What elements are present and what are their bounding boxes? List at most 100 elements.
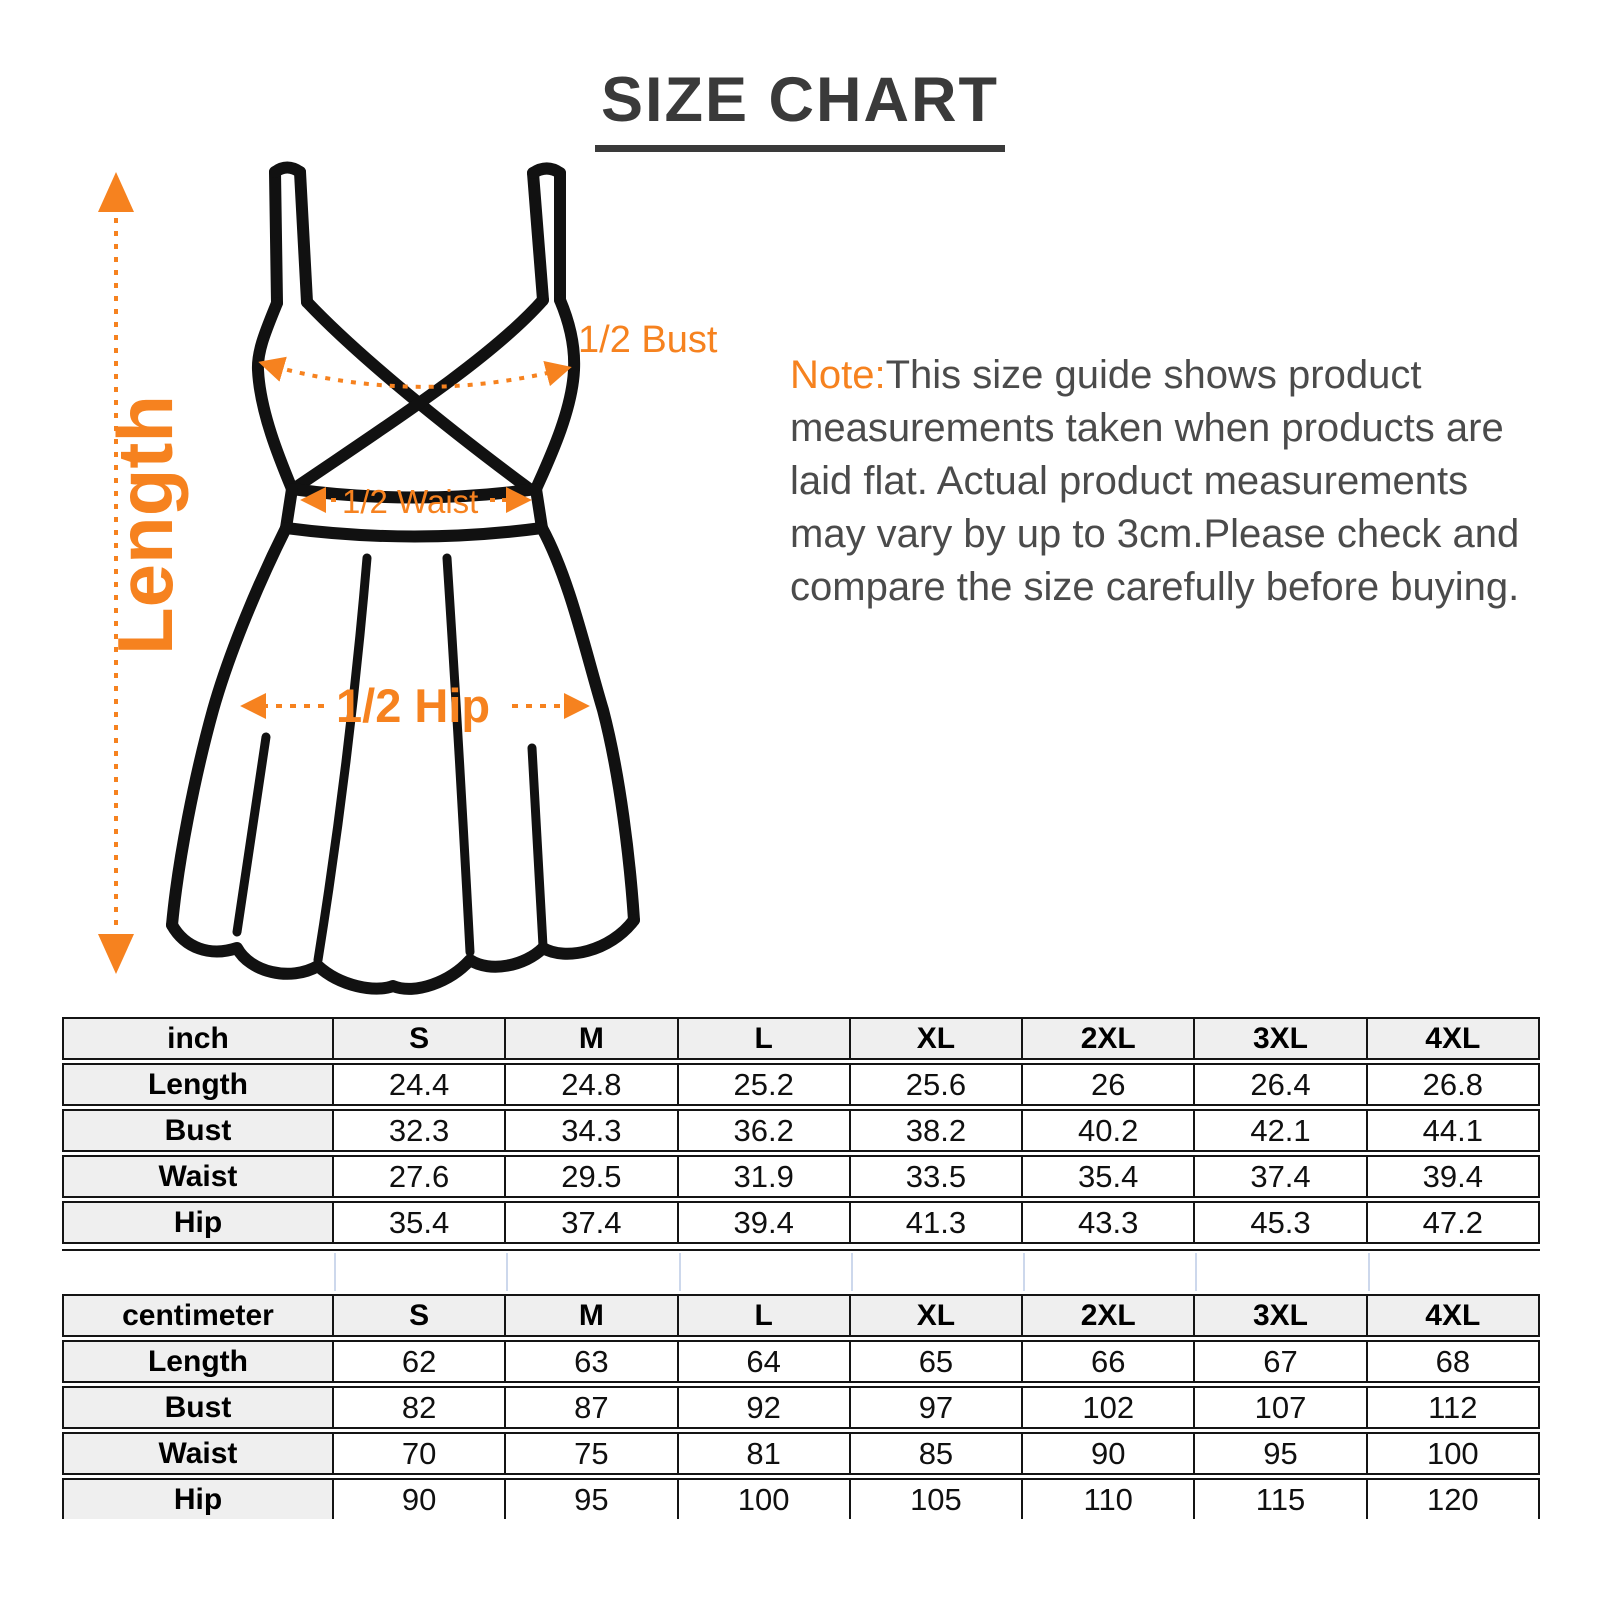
table-cell: 107 — [1195, 1386, 1368, 1429]
table-cell: 47.2 — [1367, 1201, 1540, 1244]
table-cell: 85 — [850, 1432, 1024, 1475]
table-header-row: inch S M L XL 2XL 3XL 4XL — [62, 1017, 1540, 1060]
table-cell: 110 — [1023, 1478, 1196, 1519]
table-cell: 95 — [1195, 1432, 1368, 1475]
table-cell: 27.6 — [333, 1155, 507, 1198]
row-label: Length — [62, 1340, 334, 1383]
length-arrowhead-bottom — [98, 934, 134, 974]
table-cell: 67 — [1195, 1340, 1368, 1383]
table-row: Waist 70 75 81 85 90 95 100 — [62, 1432, 1540, 1475]
table-cell: 40.2 — [1023, 1109, 1196, 1152]
table-cell: 31.9 — [678, 1155, 851, 1198]
gridline — [678, 1253, 681, 1291]
table-cell: 65 — [850, 1340, 1024, 1383]
skirt-pleat-lines — [232, 553, 548, 965]
table-cell: 32.3 — [333, 1109, 507, 1152]
table-row: Hip 90 95 100 105 110 115 120 — [62, 1478, 1540, 1519]
table-cell: 35.4 — [333, 1201, 507, 1244]
bust-arrow — [258, 356, 572, 389]
table-cell: 37.4 — [1195, 1155, 1368, 1198]
row-label: Hip — [62, 1201, 334, 1244]
unit-header: inch — [62, 1017, 334, 1060]
row-label: Length — [62, 1063, 334, 1106]
table-cell: 105 — [850, 1478, 1024, 1519]
dress-diagram: Length 1/2 Bust 1/2 Waist 1/2 Hip — [98, 161, 718, 995]
column-header: M — [506, 1017, 679, 1060]
gridline — [506, 1253, 509, 1291]
gridline — [850, 1253, 853, 1291]
table-cell: 100 — [678, 1478, 851, 1519]
column-header: S — [333, 1017, 507, 1060]
column-header: S — [333, 1294, 507, 1337]
table-cell: 68 — [1367, 1340, 1540, 1383]
table-cell: 44.1 — [1367, 1109, 1540, 1152]
table-cell: 64 — [678, 1340, 851, 1383]
table-row: Hip 35.4 37.4 39.4 41.3 43.3 45.3 47.2 — [62, 1201, 1540, 1244]
table-row: Waist 27.6 29.5 31.9 33.5 35.4 37.4 39.4 — [62, 1155, 1540, 1198]
table-cell: 43.3 — [1023, 1201, 1196, 1244]
length-label: Length — [101, 395, 189, 655]
column-header: L — [678, 1294, 851, 1337]
note-paragraph: Note:This size guide shows product measu… — [790, 349, 1548, 614]
gridline — [1367, 1253, 1370, 1291]
row-label: Hip — [62, 1478, 334, 1519]
hip-label: 1/2 Hip — [336, 679, 490, 732]
row-label: Waist — [62, 1155, 334, 1198]
table-cell: 41.3 — [850, 1201, 1024, 1244]
table-cell: 90 — [333, 1478, 507, 1519]
table-cell: 82 — [333, 1386, 507, 1429]
table-spacer — [62, 1249, 1540, 1291]
table-row: Length 62 63 64 65 66 67 68 — [62, 1340, 1540, 1383]
table-cell: 26.4 — [1195, 1063, 1368, 1106]
table-row: Length 24.4 24.8 25.2 25.6 26 26.4 26.8 — [62, 1063, 1540, 1106]
table-cell: 100 — [1367, 1432, 1540, 1475]
table-cell: 33.5 — [850, 1155, 1024, 1198]
gridline — [1195, 1253, 1198, 1291]
page-title: SIZE CHART — [595, 64, 1005, 152]
table-cell: 24.4 — [333, 1063, 507, 1106]
table-cell: 81 — [678, 1432, 851, 1475]
table-cell: 36.2 — [678, 1109, 851, 1152]
table-cell: 95 — [506, 1478, 679, 1519]
table-cell: 115 — [1195, 1478, 1368, 1519]
table-cell: 39.4 — [1367, 1155, 1540, 1198]
table-cell: 112 — [1367, 1386, 1540, 1429]
gridline — [333, 1253, 336, 1291]
length-arrowhead-top — [98, 172, 134, 212]
table-cell: 87 — [506, 1386, 679, 1429]
note-text: This size guide shows product measuremen… — [790, 353, 1520, 609]
column-header: 2XL — [1023, 1017, 1196, 1060]
table-cell: 37.4 — [506, 1201, 679, 1244]
measurement-annotations: Length 1/2 Bust 1/2 Waist 1/2 Hip — [98, 172, 718, 974]
column-header: 3XL — [1195, 1294, 1368, 1337]
column-header: M — [506, 1294, 679, 1337]
table-cell: 66 — [1023, 1340, 1196, 1383]
table-cell: 45.3 — [1195, 1201, 1368, 1244]
size-tables: inch S M L XL 2XL 3XL 4XL Length 24.4 24… — [62, 1014, 1540, 1522]
table-cell: 39.4 — [678, 1201, 851, 1244]
gridline — [1023, 1253, 1026, 1291]
column-header: 3XL — [1195, 1017, 1368, 1060]
size-table-inch: inch S M L XL 2XL 3XL 4XL Length 24.4 24… — [62, 1014, 1540, 1247]
table-row: Bust 32.3 34.3 36.2 38.2 40.2 42.1 44.1 — [62, 1109, 1540, 1152]
column-header: XL — [850, 1294, 1024, 1337]
table-cell: 29.5 — [506, 1155, 679, 1198]
table-cell: 24.8 — [506, 1063, 679, 1106]
table-cell: 42.1 — [1195, 1109, 1368, 1152]
column-header: 2XL — [1023, 1294, 1196, 1337]
table-cell: 63 — [506, 1340, 679, 1383]
unit-header: centimeter — [62, 1294, 334, 1337]
column-header: XL — [850, 1017, 1024, 1060]
table-cell: 90 — [1023, 1432, 1196, 1475]
table-cell: 97 — [850, 1386, 1024, 1429]
page-title-wrap: SIZE CHART — [0, 64, 1600, 152]
table-cell: 120 — [1367, 1478, 1540, 1519]
table-cell: 75 — [506, 1432, 679, 1475]
bust-label: 1/2 Bust — [578, 319, 718, 361]
table-cell: 25.2 — [678, 1063, 851, 1106]
table-cell: 26 — [1023, 1063, 1196, 1106]
column-header: L — [678, 1017, 851, 1060]
dress-outline — [166, 161, 640, 995]
table-cell: 38.2 — [850, 1109, 1024, 1152]
